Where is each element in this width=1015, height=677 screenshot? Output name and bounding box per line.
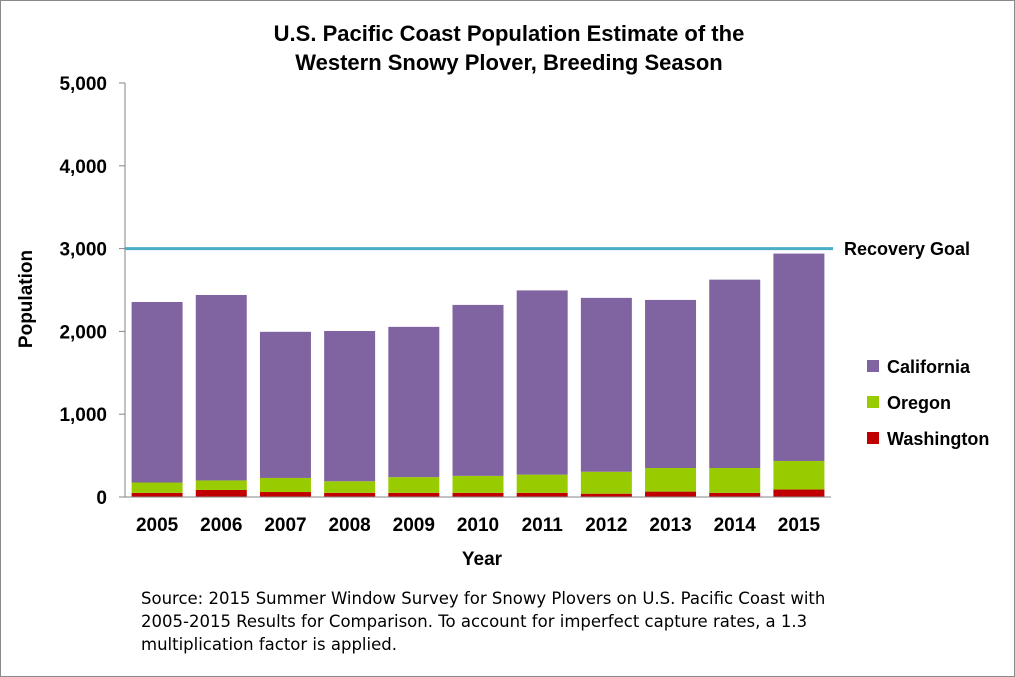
bar-oregon-2010: [452, 475, 504, 493]
legend-swatch-washington: [867, 432, 879, 444]
x-tick-label: 2012: [585, 515, 627, 536]
bar-oregon-2013: [645, 468, 697, 492]
x-axis-tick-labels: 2005 2006 2007 2008 2009 2010 2011 2012 2013 2014…: [136, 515, 821, 536]
recovery-goal-label: Recovery Goal: [844, 239, 970, 259]
y-tick-label: 4,000: [59, 157, 107, 178]
bar-washington-2013: [645, 491, 697, 497]
bars: [131, 253, 825, 497]
bar-california-2014: [709, 279, 761, 469]
bar-washington-2012: [580, 493, 632, 497]
y-axis-ticks: 0 1,000 2,000 3,000 4,000 5,000: [59, 74, 125, 509]
bar-oregon-2006: [195, 480, 247, 490]
x-tick-label: 2015: [778, 515, 821, 536]
bar-oregon-2008: [324, 481, 376, 493]
x-tick-label: 2006: [200, 515, 242, 536]
x-axis-title: Year: [462, 549, 503, 570]
chart-title-line-2: Western Snowy Plover, Breeding Season: [295, 50, 723, 75]
y-tick-label: 3,000: [59, 240, 107, 261]
source-note: Source: 2015 Summer Window Survey for Sn…: [141, 589, 826, 654]
bar-washington-2009: [388, 492, 440, 497]
bar-washington-2006: [195, 489, 247, 497]
bar-washington-2007: [259, 492, 311, 497]
bar-oregon-2007: [259, 477, 311, 493]
y-tick-label: 2,000: [59, 322, 107, 343]
bar-california-2011: [516, 290, 568, 475]
legend-label-california: California: [887, 357, 971, 377]
bar-oregon-2011: [516, 474, 568, 493]
bar-washington-2011: [516, 492, 568, 497]
bar-washington-2008: [324, 492, 376, 497]
legend-swatch-oregon: [867, 396, 879, 408]
bar-california-2005: [131, 302, 183, 483]
bar-california-2012: [580, 297, 632, 472]
bar-oregon-2014: [709, 468, 761, 493]
y-tick-label: 1,000: [59, 405, 107, 426]
bar-oregon-2015: [773, 460, 825, 490]
legend-label-oregon: Oregon: [887, 393, 951, 413]
legend: California Oregon Washington: [867, 357, 989, 449]
bar-washington-2010: [452, 492, 504, 497]
legend-label-washington: Washington: [887, 429, 989, 449]
legend-swatch-california: [867, 360, 879, 372]
x-tick-label: 2005: [136, 515, 179, 536]
x-tick-label: 2008: [328, 515, 370, 536]
bar-oregon-2009: [388, 477, 440, 493]
bar-oregon-2005: [131, 482, 183, 493]
bar-california-2015: [773, 253, 825, 461]
bar-california-2006: [195, 294, 247, 481]
x-tick-label: 2009: [393, 515, 435, 536]
x-tick-label: 2013: [649, 515, 691, 536]
bar-california-2010: [452, 304, 504, 476]
bar-oregon-2012: [580, 471, 632, 494]
x-tick-label: 2010: [457, 515, 499, 536]
x-tick-label: 2014: [714, 515, 757, 536]
bar-washington-2015: [773, 489, 825, 497]
y-axis-title: Population: [16, 250, 37, 348]
bar-california-2013: [645, 299, 697, 469]
x-tick-label: 2011: [522, 515, 564, 536]
bar-washington-2005: [131, 492, 183, 497]
bar-washington-2014: [709, 492, 761, 497]
bar-california-2007: [259, 331, 311, 478]
y-tick-label: 0: [96, 488, 107, 509]
bar-california-2009: [388, 326, 440, 478]
chart-title-line-1: U.S. Pacific Coast Population Estimate o…: [274, 21, 745, 46]
x-tick-label: 2007: [264, 515, 306, 536]
y-tick-label: 5,000: [59, 74, 107, 95]
bar-california-2008: [324, 330, 376, 482]
